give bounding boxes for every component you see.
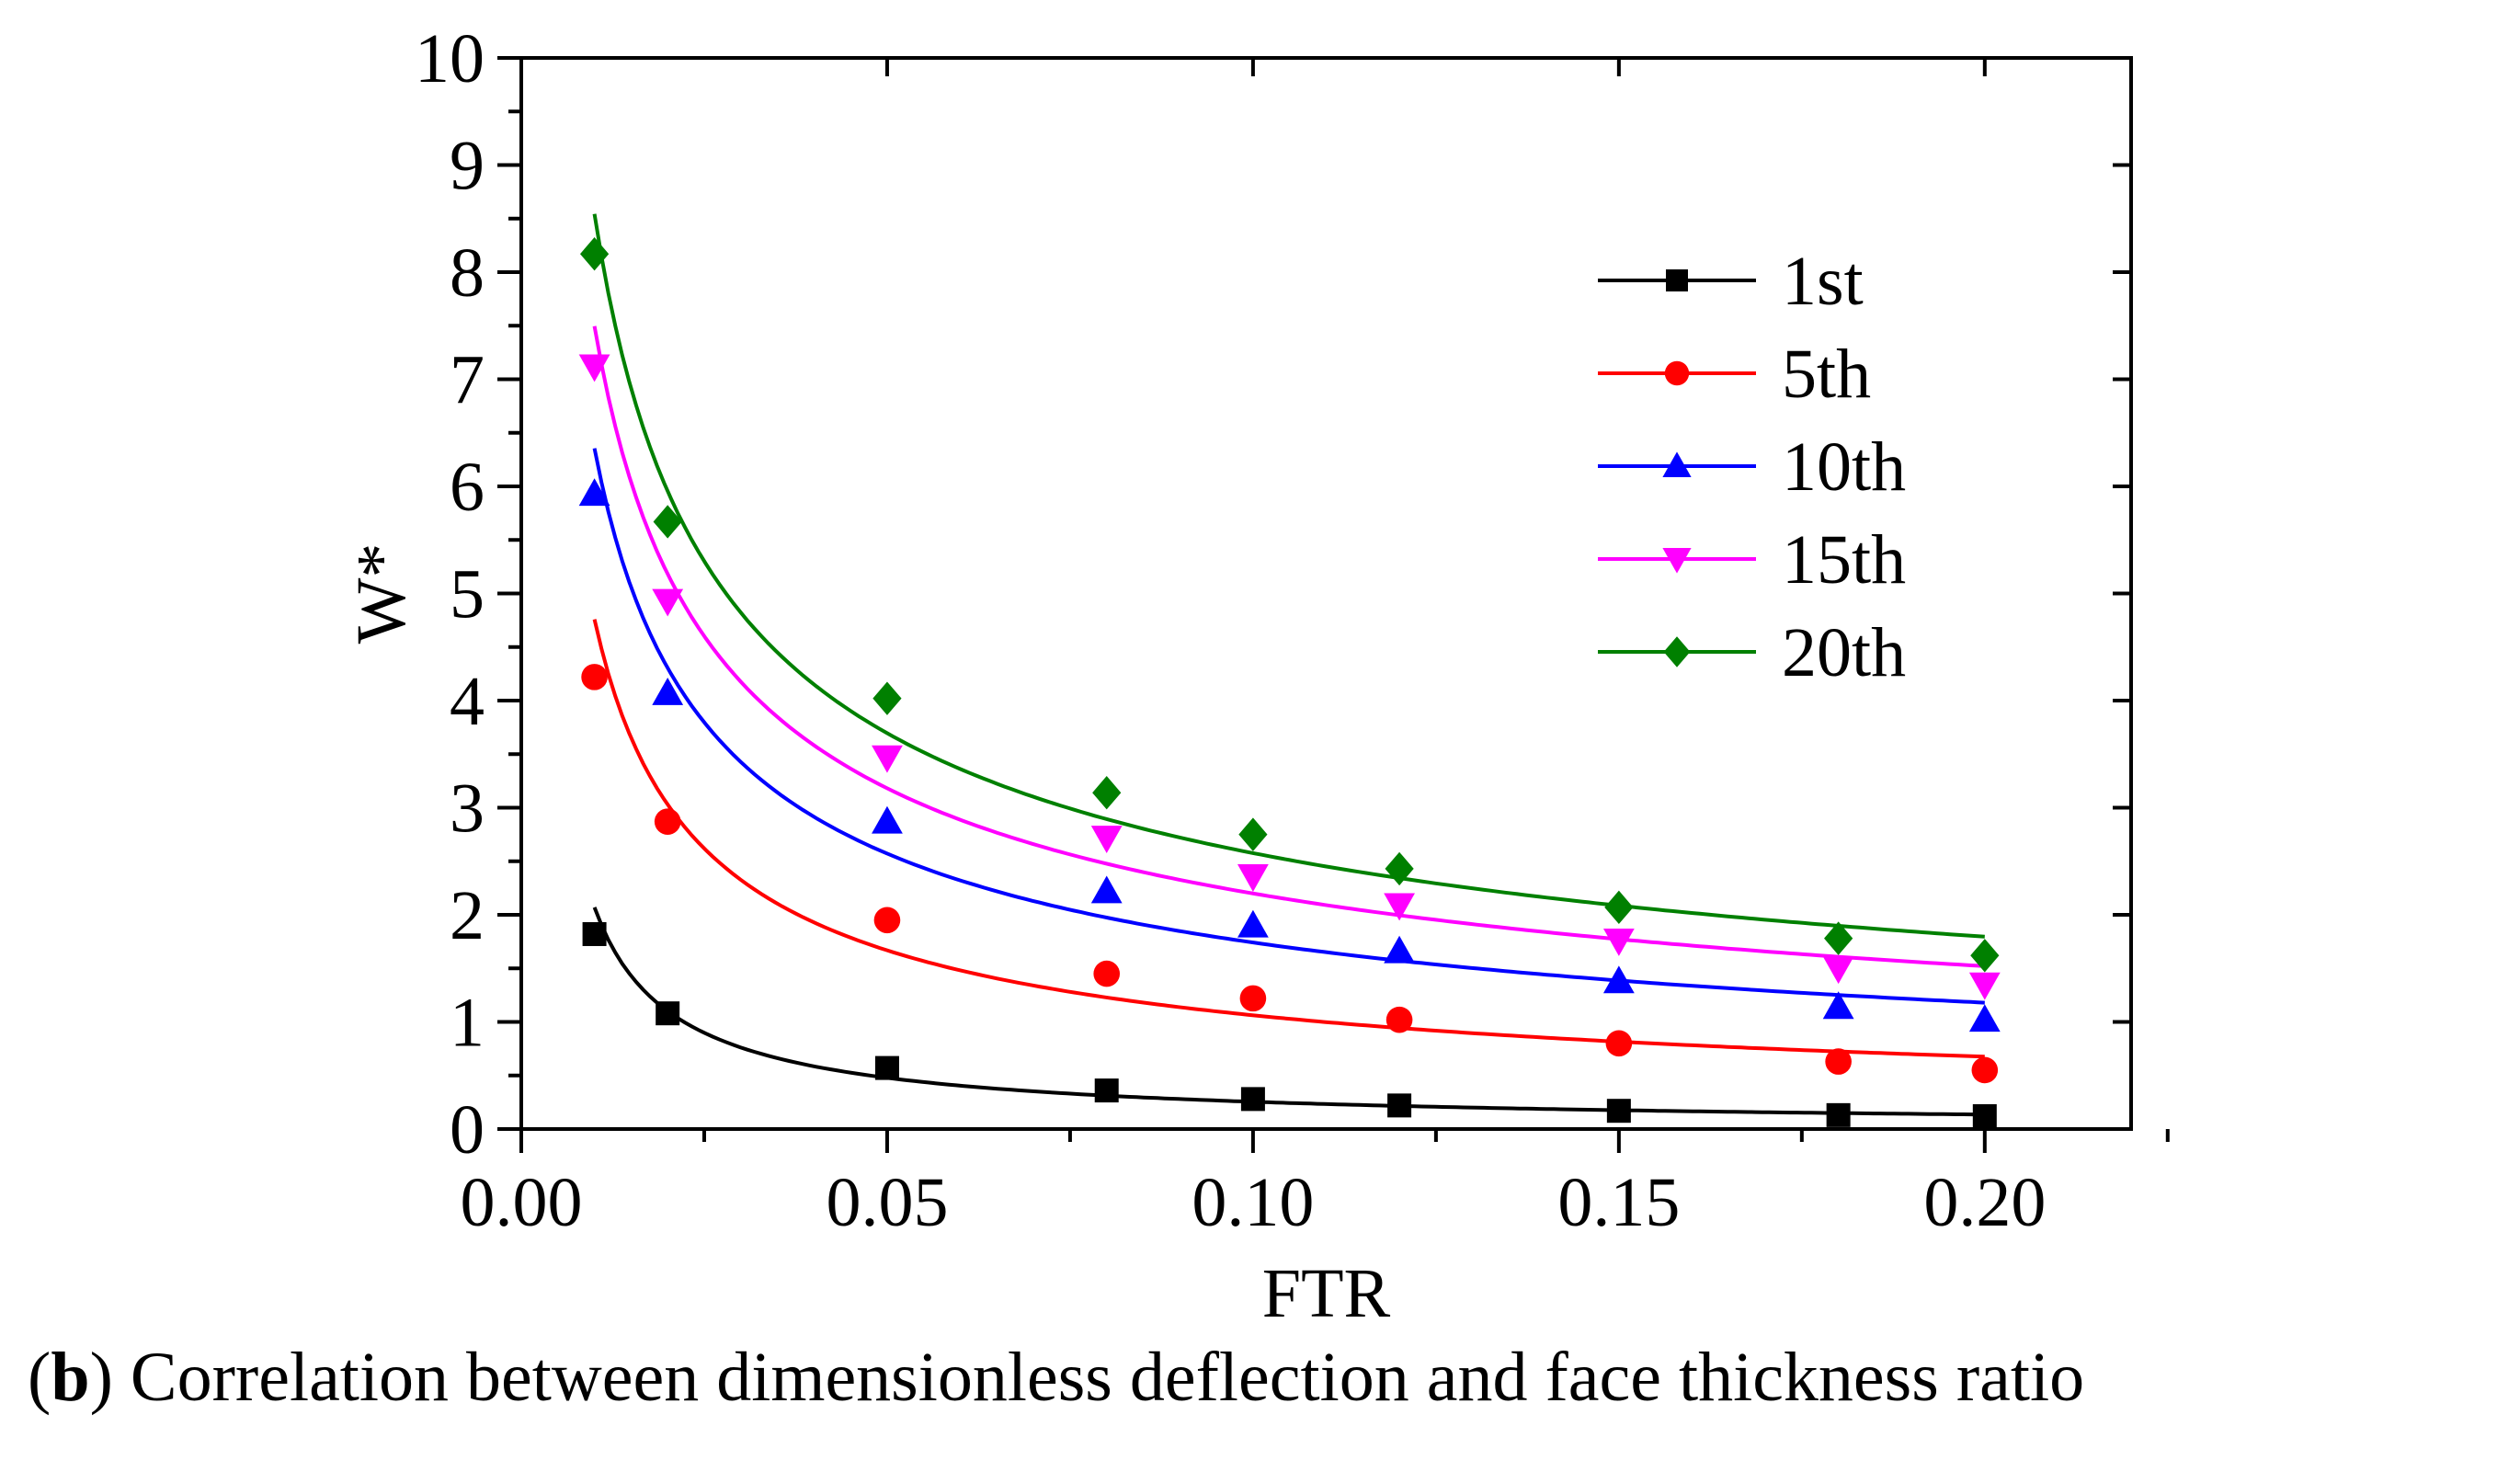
y-tick-label: 10: [415, 20, 485, 97]
caption-open-paren: (: [28, 1339, 51, 1416]
fit-curve-15th: [592, 325, 1985, 968]
marker-diamond: [1604, 890, 1634, 925]
legend: 1st 5th 10th 15th 20th: [1598, 243, 1906, 691]
marker-triangle-up: [1968, 1004, 2001, 1032]
marker-circle: [654, 808, 681, 835]
y-tick-label: 1: [450, 985, 485, 1062]
x-tick-label: 0.00: [461, 1164, 583, 1241]
y-tick-label: 7: [450, 342, 485, 419]
legend-label-15th: 15th: [1782, 521, 1906, 599]
x-tick-label: 0.05: [826, 1164, 948, 1241]
y-tick-label: 0: [450, 1091, 485, 1169]
marker-diamond: [1238, 817, 1268, 851]
marker-diamond: [872, 681, 902, 715]
marker-square: [582, 921, 607, 946]
y-tick-label: 8: [450, 234, 485, 312]
x-tick-label: 0.15: [1557, 1164, 1680, 1241]
marker-square: [1826, 1102, 1851, 1127]
marker-diamond: [1970, 939, 2000, 973]
marker-circle: [1605, 1030, 1633, 1057]
y-tick-label: 9: [450, 128, 485, 205]
marker-diamond: [579, 236, 610, 271]
marker-circle: [1664, 360, 1690, 386]
marker-diamond: [1824, 921, 1853, 955]
fit-curve-5th: [592, 619, 1985, 1059]
legend-label-10th: 10th: [1782, 428, 1906, 506]
y-tick-label: 5: [450, 556, 485, 633]
marker-circle: [1385, 1006, 1413, 1033]
marker-circle: [1093, 960, 1121, 987]
axis-ticks: [497, 56, 2170, 1153]
marker-diamond: [1092, 775, 1122, 810]
marker-circle: [1971, 1056, 1999, 1084]
y-tick-label: 3: [450, 770, 485, 848]
figure-caption: (b) Correlation between dimensionless de…: [28, 1338, 2510, 1418]
marker-triangle-down: [1090, 826, 1123, 854]
caption-close-paren: ): [89, 1339, 113, 1416]
marker-circle: [581, 664, 608, 690]
y-axis-label: W*: [343, 543, 420, 645]
marker-triangle-up: [1602, 965, 1635, 994]
marker-square: [1606, 1099, 1631, 1124]
marker-triangle-up: [1822, 991, 1854, 1020]
legend-label-1st: 1st: [1782, 243, 1864, 320]
y-tick-label: 4: [450, 663, 485, 740]
marker-triangle-up: [1237, 909, 1269, 938]
marker-triangle-down: [872, 745, 903, 773]
x-axis-label: FTR: [1262, 1255, 1391, 1332]
marker-triangle-down: [1602, 928, 1635, 956]
marker-triangle-down: [1822, 956, 1854, 985]
x-tick-label: 0.10: [1192, 1164, 1314, 1241]
marker-square: [656, 1001, 680, 1026]
marker-triangle-down: [578, 354, 610, 382]
fit-curve-10th: [592, 448, 1985, 1005]
y-tick-label: 6: [450, 449, 485, 526]
marker-triangle-up: [1662, 451, 1692, 477]
marker-square: [874, 1055, 899, 1080]
caption-text: Correlation between dimensionless deflec…: [112, 1339, 2085, 1416]
y-tick-label: 2: [450, 877, 485, 954]
marker-circle: [1825, 1048, 1852, 1075]
marker-triangle-down: [1662, 548, 1692, 574]
legend-label-20th: 20th: [1782, 614, 1906, 691]
marker-diamond: [1663, 636, 1691, 667]
marker-circle: [873, 907, 901, 934]
fit-curve-20th: [592, 213, 1985, 939]
marker-triangle-down: [1968, 972, 2001, 1000]
marker-triangle-down: [652, 588, 684, 617]
marker-triangle-up: [652, 677, 684, 705]
marker-diamond: [653, 505, 682, 539]
marker-square: [1094, 1078, 1119, 1103]
marker-triangle-up: [578, 478, 610, 507]
legend-label-5th: 5th: [1782, 336, 1871, 413]
data-markers: [578, 236, 2001, 1129]
fit-curve-1st: [592, 907, 1985, 1117]
marker-circle: [1239, 985, 1267, 1012]
fit-curves: [592, 213, 1985, 1117]
marker-square: [1240, 1087, 1265, 1112]
marker-square: [1666, 269, 1688, 291]
marker-square: [1387, 1093, 1412, 1118]
marker-triangle-up: [1384, 935, 1415, 964]
tick-labels: 0 1 2 3 4 5 6 7 8 9 10 0.00 0.05 0.10 0.15 0.20: [415, 20, 2046, 1241]
marker-triangle-down: [1384, 893, 1415, 921]
x-tick-label: 0.20: [1923, 1164, 2046, 1241]
marker-square: [1972, 1104, 1997, 1129]
marker-triangle-up: [1090, 875, 1123, 904]
marker-triangle-up: [872, 805, 903, 834]
caption-panel-letter: b: [51, 1339, 90, 1416]
marker-diamond: [1385, 851, 1414, 886]
marker-triangle-down: [1237, 864, 1269, 892]
